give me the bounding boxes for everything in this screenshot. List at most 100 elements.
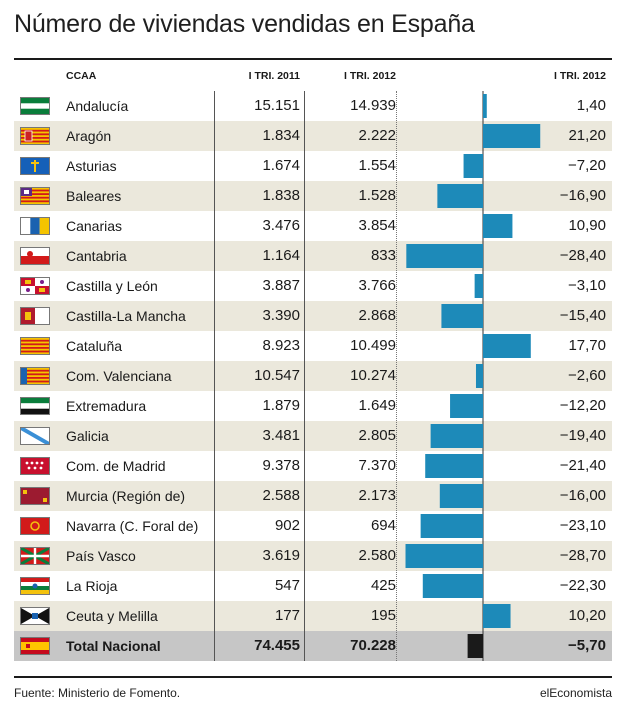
value-q1-2011: 177: [274, 607, 300, 624]
value-q1-2012: 10.274: [350, 367, 396, 384]
ceuta-melilla-flag-icon: [20, 607, 50, 625]
table-row: La Rioja 547 425 −22,30: [14, 571, 612, 601]
baleares-flag-icon: [20, 187, 50, 205]
value-q1-2012: 2.222: [358, 127, 396, 144]
table-row: Murcia (Región de) 2.588 2.173 −16,00: [14, 481, 612, 511]
value-q1-2011: 1.164: [262, 247, 300, 264]
header-q1-2011: I TRI. 2011: [248, 70, 300, 82]
change-label: −22,30: [559, 577, 606, 594]
chart-title: Número de viviendas vendidas en España: [14, 10, 475, 38]
value-q1-2012: 70.228: [350, 637, 396, 654]
value-q1-2012: 2.580: [358, 547, 396, 564]
table-row: Ceuta y Melilla 177 195 10,20: [14, 601, 612, 631]
value-q1-2011: 3.619: [262, 547, 300, 564]
table-row: País Vasco 3.619 2.580 −28,70: [14, 541, 612, 571]
total-row: Total Nacional 74.455 70.228 −5,70: [14, 631, 612, 661]
change-label: −7,20: [568, 157, 606, 174]
region-name: Castilla-La Mancha: [66, 308, 186, 324]
change-label: −21,40: [559, 457, 606, 474]
value-q1-2012: 833: [370, 247, 396, 264]
value-q1-2011: 3.887: [262, 277, 300, 294]
table-row: Castilla y León 3.887 3.766 −3,10: [14, 271, 612, 301]
pais-vasco-flag-icon: [20, 546, 50, 566]
brand-logo: elEconomista: [539, 686, 612, 700]
canarias-flag-icon: [20, 217, 50, 235]
value-q1-2011: 1.879: [262, 397, 300, 414]
value-q1-2011: 74.455: [254, 637, 300, 654]
region-name: Total Nacional: [66, 638, 161, 654]
table-row: Aragón 1.834 2.222 21,20: [14, 121, 612, 151]
value-q1-2011: 1.834: [262, 127, 300, 144]
region-name: Aragón: [66, 128, 112, 144]
murcia-flag-icon: [20, 487, 50, 505]
region-name: Extremadura: [66, 398, 147, 414]
table-row: Galicia 3.481 2.805 −19,40: [14, 421, 612, 451]
value-q1-2012: 14.939: [350, 97, 396, 114]
region-name: Com. Valenciana: [66, 368, 172, 384]
cataluna-flag-icon: [20, 337, 50, 355]
value-q1-2011: 8.923: [262, 337, 300, 354]
value-q1-2012: 1.554: [358, 157, 396, 174]
region-name: Castilla y León: [66, 278, 158, 294]
asturias-flag-icon: [20, 157, 50, 175]
value-q1-2012: 7.370: [358, 457, 396, 474]
la-rioja-flag-icon: [20, 577, 50, 595]
header-q1-2012: I TRI. 2012: [344, 70, 396, 82]
value-q1-2011: 15.151: [254, 97, 300, 114]
value-q1-2011: 9.378: [262, 457, 300, 474]
change-label: −12,20: [559, 397, 606, 414]
column-divider: [396, 91, 397, 661]
value-q1-2012: 2.868: [358, 307, 396, 324]
change-label: 10,90: [568, 217, 606, 234]
value-q1-2011: 547: [274, 577, 300, 594]
change-label: −2,60: [568, 367, 606, 384]
region-name: Com. de Madrid: [66, 458, 166, 474]
madrid-flag-icon: [20, 457, 50, 475]
column-divider: [304, 91, 305, 661]
change-label: −28,70: [559, 547, 606, 564]
table-row: Com. de Madrid 9.378 7.370 −21,40: [14, 451, 612, 481]
region-name: Andalucía: [66, 98, 129, 114]
region-name: Galicia: [66, 428, 109, 444]
value-q1-2012: 3.766: [358, 277, 396, 294]
table-row: Castilla-La Mancha 3.390 2.868 −15,40: [14, 301, 612, 331]
region-name: Baleares: [66, 188, 122, 204]
value-q1-2012: 694: [370, 517, 396, 534]
value-q1-2012: 195: [370, 607, 396, 624]
change-label: −23,10: [559, 517, 606, 534]
region-name: País Vasco: [66, 548, 136, 564]
change-label: 21,20: [568, 127, 606, 144]
change-label: −16,00: [559, 487, 606, 504]
table-row: Cataluña 8.923 10.499 17,70: [14, 331, 612, 361]
value-q1-2012: 1.528: [358, 187, 396, 204]
change-label: −28,40: [559, 247, 606, 264]
change-label: 1,40: [576, 97, 606, 114]
table-row: Canarias 3.476 3.854 10,90: [14, 211, 612, 241]
region-name: Canarias: [66, 218, 123, 234]
value-q1-2012: 3.854: [358, 217, 396, 234]
value-q1-2011: 902: [274, 517, 300, 534]
change-label: −19,40: [559, 427, 606, 444]
value-q1-2012: 2.173: [358, 487, 396, 504]
region-name: Cantabria: [66, 248, 127, 264]
region-name: Murcia (Región de): [66, 488, 186, 504]
table-row: Baleares 1.838 1.528 −16,90: [14, 181, 612, 211]
value-q1-2012: 2.805: [358, 427, 396, 444]
value-q1-2011: 1.838: [262, 187, 300, 204]
table-row: Cantabria 1.164 833 −28,40: [14, 241, 612, 271]
header-change-2012: I TRI. 2012: [554, 70, 606, 82]
table-row: Extremadura 1.879 1.649 −12,20: [14, 391, 612, 421]
spain-flag-icon: [20, 637, 50, 655]
change-label: 17,70: [568, 337, 606, 354]
change-label: −15,40: [559, 307, 606, 324]
table-row: Andalucía 15.151 14.939 1,40: [14, 91, 612, 121]
value-q1-2011: 10.547: [254, 367, 300, 384]
header-region: CCAA: [66, 70, 97, 82]
andalucia-flag-icon: [20, 97, 50, 115]
aragon-flag-icon: [20, 127, 50, 145]
table-row: Navarra (C. Foral de) 902 694 −23,10: [14, 511, 612, 541]
castilla-leon-flag-icon: [20, 277, 50, 295]
region-name: Ceuta y Melilla: [66, 608, 158, 624]
galicia-flag-icon: [20, 426, 50, 446]
region-name: Asturias: [66, 158, 117, 174]
